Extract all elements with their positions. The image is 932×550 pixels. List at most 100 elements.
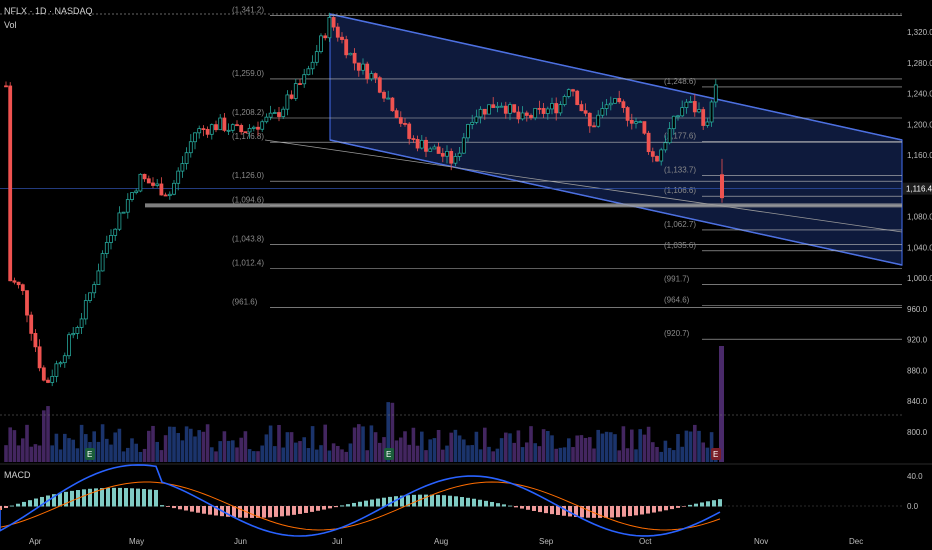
volume-bar	[667, 447, 672, 462]
candle-body	[33, 333, 38, 348]
volume-bar	[642, 434, 647, 462]
macd-histogram-bar	[328, 506, 332, 509]
macd-histogram-bar	[16, 503, 20, 507]
volume-bar	[147, 430, 151, 462]
candle-body	[415, 139, 420, 149]
candle-body	[558, 104, 563, 114]
candle-body	[159, 183, 164, 196]
volume-bar	[634, 449, 638, 462]
volume-bar	[331, 443, 336, 462]
level-label: (1,043.8)	[232, 234, 264, 243]
candle-body	[41, 367, 46, 381]
candle-body	[176, 170, 181, 184]
candle-body	[25, 290, 29, 316]
candle-body	[62, 355, 67, 364]
candle-body	[634, 121, 638, 124]
candle-body	[272, 112, 277, 114]
volume-bar	[495, 448, 500, 462]
candle-body	[100, 253, 105, 272]
volume-bar	[252, 451, 256, 462]
level-label: (1,177.6)	[664, 132, 696, 141]
y-tick-label: 1,240.0	[907, 90, 932, 99]
macd-histogram-bar	[124, 488, 128, 507]
volume-bar	[294, 442, 298, 462]
volume-bar	[16, 445, 21, 462]
candle-body	[390, 97, 395, 112]
candle-body	[344, 39, 349, 56]
candle-body	[277, 112, 281, 117]
volume-bar	[348, 443, 353, 462]
candle-body	[663, 142, 668, 151]
volume-bar	[8, 427, 12, 462]
current-price-label: 1,116.4	[906, 185, 932, 194]
volume-bar	[487, 446, 491, 462]
y-tick-label: 1,080.0	[907, 213, 932, 222]
macd-histogram-bar	[130, 488, 134, 507]
candle-body	[503, 105, 508, 114]
macd-histogram-bar	[394, 496, 398, 507]
candle-body	[54, 363, 59, 377]
macd-histogram-bar	[310, 506, 314, 512]
macd-histogram-bar	[298, 506, 302, 514]
x-tick-label: May	[129, 537, 144, 546]
volume-bar	[172, 426, 176, 462]
candle-body	[71, 333, 76, 336]
candle-body	[596, 114, 601, 127]
candle-body	[50, 376, 55, 383]
macd-histogram-bar	[634, 506, 638, 516]
candle-body	[592, 125, 596, 128]
volume-bar	[646, 426, 651, 462]
volume-bar	[512, 442, 516, 462]
candle-body	[499, 105, 504, 108]
candle-body	[529, 115, 533, 119]
candle-body	[701, 109, 706, 126]
candle-body	[646, 132, 651, 153]
candle-body	[268, 112, 273, 118]
volume-bar	[361, 426, 365, 462]
volume-bar	[323, 424, 327, 462]
volume-bar	[659, 451, 663, 462]
volume-bar	[33, 444, 38, 462]
volume-bar	[394, 440, 399, 462]
candle-body	[461, 137, 466, 154]
macd-histogram-bar	[364, 500, 368, 507]
candle-body	[235, 124, 239, 127]
candle-body	[4, 85, 8, 88]
volume-bar	[100, 424, 105, 462]
candle-body	[680, 107, 685, 117]
macd-histogram-bar	[556, 506, 560, 515]
candle-body	[365, 63, 370, 80]
candle-body	[445, 150, 449, 157]
macd-histogram-bar	[676, 506, 680, 508]
macd-histogram-bar	[484, 500, 488, 507]
macd-histogram-bar	[700, 502, 704, 507]
candle-body	[411, 138, 416, 140]
volume-bar	[617, 450, 621, 462]
macd-histogram-bar	[22, 501, 26, 507]
macd-histogram-bar	[490, 501, 494, 507]
macd-histogram-bar	[94, 488, 98, 507]
earnings-marker-label: E	[713, 450, 718, 459]
candle-body	[58, 362, 63, 365]
level-label: (1,208.2)	[232, 108, 264, 117]
volume-bar	[21, 438, 25, 462]
macd-histogram-bar	[334, 506, 338, 508]
candle-body	[478, 108, 483, 118]
macd-histogram-bar	[112, 487, 116, 507]
macd-histogram-bar	[616, 506, 620, 518]
volume-bar	[382, 437, 386, 462]
volume-bar	[508, 433, 512, 462]
candle-body	[8, 85, 13, 282]
channel-upper-line	[329, 13, 903, 141]
candle-body	[491, 104, 496, 108]
y-tick-label: 800.0	[907, 428, 928, 437]
macd-histogram-bar	[598, 506, 602, 518]
candle-body	[516, 111, 521, 120]
volume-bar	[525, 442, 529, 462]
candle-body	[335, 26, 340, 38]
candle-body	[482, 108, 487, 115]
volume-bar	[613, 434, 617, 462]
macd-histogram-bar	[376, 498, 380, 507]
volume-bar	[256, 451, 260, 462]
